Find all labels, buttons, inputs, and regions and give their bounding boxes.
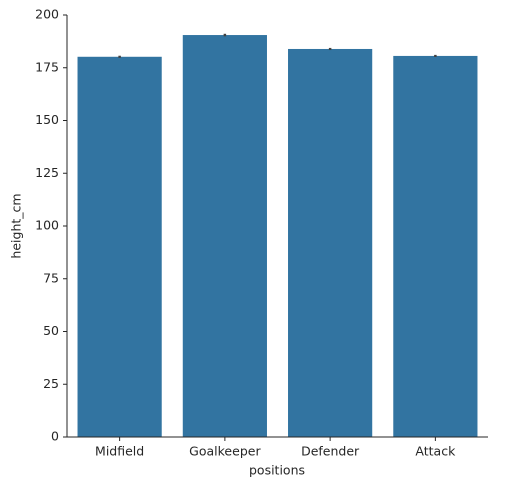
bar [77, 56, 162, 437]
y-axis-label: height_cm [9, 193, 24, 258]
y-tick-label: 50 [43, 323, 59, 338]
y-tick-label: 100 [35, 218, 59, 233]
y-tick-label: 150 [35, 112, 59, 127]
y-tick-label: 125 [35, 165, 59, 180]
y-tick-label: 75 [43, 270, 59, 285]
x-tick-label: Goalkeeper [189, 444, 261, 459]
x-tick-label: Attack [415, 444, 456, 459]
y-tick-label: 175 [35, 59, 59, 74]
x-tick-label: Midfield [95, 444, 144, 459]
x-tick-label: Defender [301, 444, 360, 459]
x-axis-label: positions [249, 463, 305, 478]
bar [182, 35, 267, 438]
y-tick-label: 0 [51, 429, 59, 444]
bar [288, 48, 373, 437]
y-tick-label: 25 [43, 376, 59, 391]
bar [393, 55, 478, 438]
y-tick-label: 200 [35, 7, 59, 22]
